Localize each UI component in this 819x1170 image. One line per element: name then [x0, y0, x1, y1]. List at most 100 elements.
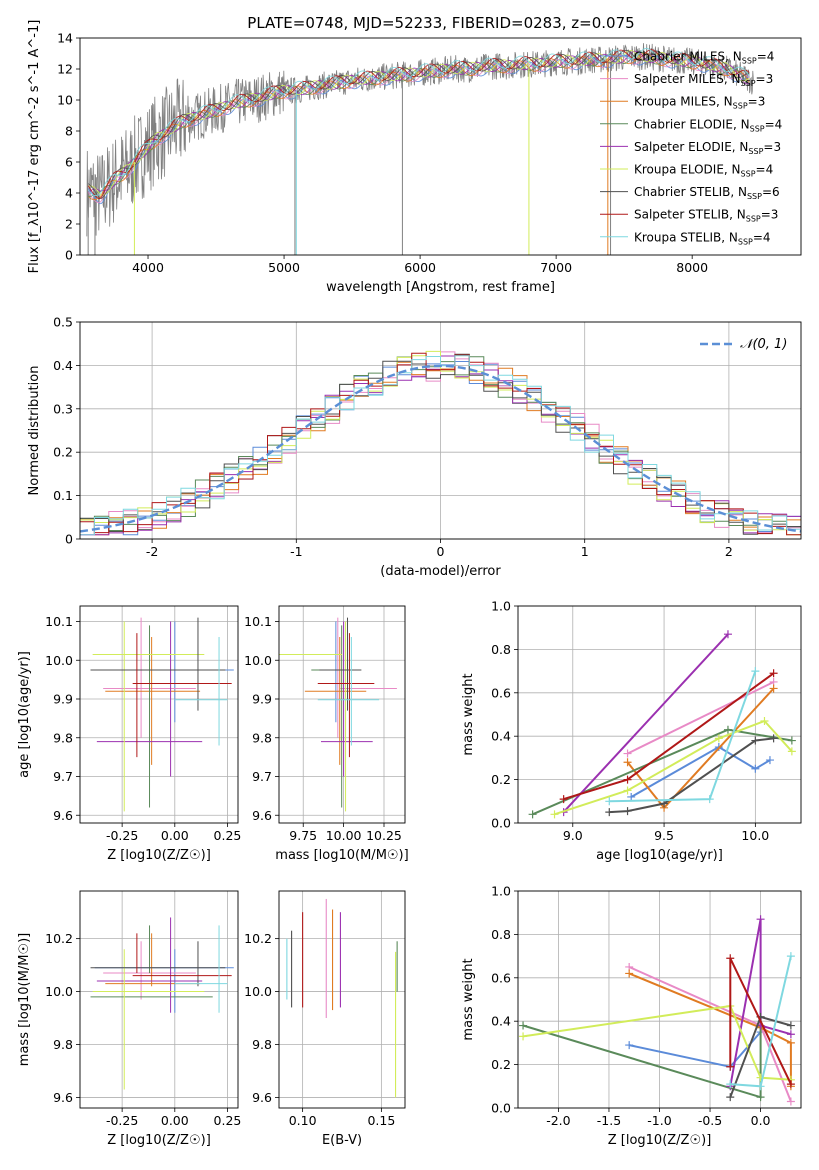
model-chabrier-stelib	[87, 49, 750, 199]
y-tick-label: 0.4	[491, 729, 511, 744]
mass-weight-point-salpeter-stelib	[726, 1062, 735, 1071]
axes-frame	[79, 37, 802, 256]
y-tick-label: 14	[57, 31, 73, 46]
x-tick-label: 8000	[676, 260, 708, 275]
mass-weight-point-kroupa-stelib	[786, 952, 795, 961]
y-tick-label: 9.6	[53, 808, 73, 823]
y-tick-label: 10.0	[244, 984, 272, 999]
mass-weight-point-salpeter-stelib	[769, 669, 778, 678]
mass-weight-point-kroupa-elodie	[623, 786, 632, 795]
y-tick-label: 0.2	[491, 1057, 511, 1072]
x-tick-label: 6000	[404, 260, 436, 275]
axes-frame	[79, 890, 239, 1109]
mass-weight-point-chabrier-elodie	[528, 810, 537, 819]
model-chabrier-miles	[87, 54, 750, 205]
mass-weight-point-chabrier-miles	[627, 792, 636, 801]
mass-weight-point-chabrier-miles	[625, 1041, 634, 1050]
mass-weight-point-chabrier-stelib	[769, 734, 778, 743]
mass-weight-point-chabrier-stelib	[726, 1093, 735, 1102]
y-tick-label: 10.1	[244, 614, 272, 629]
y-tick-label: 0.0	[491, 1101, 511, 1116]
x-tick-label: -1.0	[647, 1113, 671, 1128]
y-axis-label: age [log10(age/yr)]	[17, 651, 32, 778]
y-tick-label: 6	[65, 155, 73, 170]
x-tick-label: 1	[581, 544, 589, 559]
y-tick-label: 4	[65, 186, 73, 201]
x-tick-label: -0.5	[698, 1113, 722, 1128]
x-axis-label: (data-model)/error	[380, 564, 501, 579]
x-tick-label: 10.0	[741, 828, 769, 843]
mass-weight-point-kroupa-miles	[786, 1038, 795, 1047]
x-axis-label: mass [log10(M/M☉)]	[275, 848, 408, 863]
x-tick-label: 10.25	[366, 828, 402, 843]
x-tick-label: 9.0	[563, 828, 583, 843]
y-tick-label: 0.6	[491, 970, 511, 985]
axes-frame	[517, 890, 802, 1109]
y-tick-label: 10.2	[45, 931, 73, 946]
y-tick-label: 9.7	[53, 769, 73, 784]
mass-vs-extinction-panel: 0.10 0.15 9.6 9.8 10.0 10.2 E(B-V)	[244, 890, 406, 1148]
x-tick-label: 5000	[268, 260, 300, 275]
axes-frame	[517, 605, 802, 824]
y-tick-label: 0.2	[53, 445, 73, 460]
y-axis-label: mass [log10(M/M☉)]	[17, 933, 32, 1066]
y-tick-label: 9.6	[252, 808, 272, 823]
y-tick-label: 10	[57, 93, 73, 108]
y-tick-label: 0.4	[53, 358, 73, 373]
mass-weight-point-salpeter-stelib	[559, 795, 568, 804]
legend-label-chabrier-stelib: Chabrier STELIB, NSSP=6	[634, 185, 780, 201]
plot-area	[90, 917, 234, 1090]
y-tick-label: 0.8	[491, 927, 511, 942]
mass-weight-point-kroupa-stelib	[756, 1082, 765, 1091]
y-tick-label: 12	[57, 62, 73, 77]
plot-area	[80, 350, 801, 536]
mass-weight-line-salpeter-elodie	[729, 919, 792, 1087]
x-tick-label: 0.25	[214, 1113, 242, 1128]
mass-weight-point-chabrier-elodie	[756, 1093, 765, 1102]
y-tick-label: 0.2	[491, 772, 511, 787]
mass-weight-point-chabrier-miles	[765, 756, 774, 765]
histogram-chabrier-stelib	[80, 353, 801, 535]
mass-weight-line-kroupa-miles	[628, 972, 792, 1087]
mass-weight-point-kroupa-elodie	[787, 747, 796, 756]
y-tick-label: 0.8	[491, 642, 511, 657]
residuals-panel: -2 -1 0 1 2 0 0.1 0.2 0.3 0.4 0.5 (data-model)/erro…	[27, 315, 802, 579]
y-tick-label: 9.6	[252, 1090, 272, 1105]
mass-weight-point-salpeter-stelib	[786, 1080, 795, 1089]
x-tick-label: -0.25	[106, 828, 138, 843]
y-tick-label: 9.9	[53, 692, 73, 707]
y-axis-label: mass weight	[461, 673, 476, 755]
x-axis-label: wavelength [Angstrom, rest frame]	[326, 280, 555, 295]
mass-weight-point-chabrier-elodie	[723, 725, 732, 734]
age-vs-mass-panel: 9.75 10.00 10.25 9.6 9.7 9.8 9.9 10.0 10.1 mass […	[244, 605, 409, 863]
mass-weight-vs-metallicity-panel: -2.0 -1.5 -1.0 -0.5 0.0 0.0 0.2 0.4 0.6 0.8 1.0 Z […	[461, 884, 802, 1148]
y-tick-label: 10.0	[45, 653, 73, 668]
mass-weight-point-chabrier-stelib	[786, 1021, 795, 1030]
x-tick-label: 10.00	[326, 828, 362, 843]
x-tick-label: 9.75	[289, 828, 317, 843]
x-tick-label: 0.00	[161, 828, 189, 843]
y-tick-label: 0	[65, 532, 73, 547]
y-tick-label: 9.7	[252, 769, 272, 784]
x-tick-label: 0.25	[214, 828, 242, 843]
mass-weight-point-kroupa-stelib	[705, 795, 714, 804]
axes-frame	[278, 605, 406, 824]
y-tick-label: 1.0	[491, 884, 511, 899]
mass-weight-point-kroupa-miles	[623, 758, 632, 767]
x-tick-label: -0.25	[106, 1113, 138, 1128]
x-tick-label: 4000	[132, 260, 164, 275]
mass-weight-point-chabrier-elodie	[519, 1021, 528, 1030]
plot-area	[279, 617, 397, 812]
mass-weight-line-chabrier-miles	[630, 745, 771, 798]
mass-weight-point-chabrier-miles	[751, 764, 760, 773]
mass-weight-line-chabrier-miles	[628, 1031, 762, 1068]
legend-label-salpeter-elodie: Salpeter ELODIE, NSSP=3	[634, 140, 781, 156]
y-tick-label: 2	[65, 217, 73, 232]
legend-label-kroupa-stelib: Kroupa STELIB, NSSP=4	[634, 230, 771, 246]
mass-weight-line-salpeter-elodie	[562, 633, 729, 813]
x-tick-label: 0	[437, 544, 445, 559]
plot-area	[528, 630, 796, 819]
mass-weight-point-kroupa-elodie	[519, 1032, 528, 1041]
legend-label-salpeter-stelib: Salpeter STELIB, NSSP=3	[634, 208, 778, 224]
x-tick-label: 0.0	[751, 1113, 771, 1128]
